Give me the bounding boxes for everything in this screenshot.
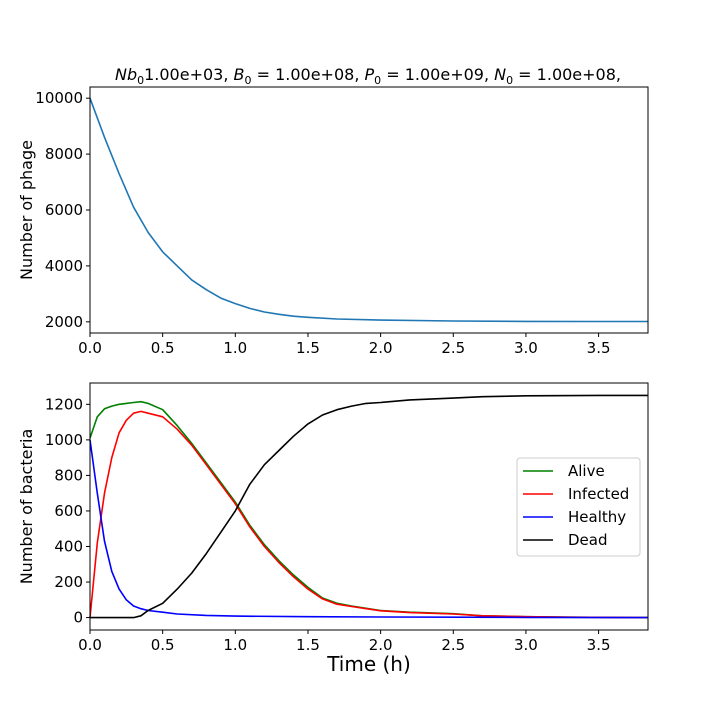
x-tick-label: 2.0 <box>369 339 393 357</box>
y-tick-label: 1000 <box>45 431 83 449</box>
y-tick-label: 800 <box>54 466 83 484</box>
legend-label-healthy: Healthy <box>568 508 626 526</box>
legend-label-infected: Infected <box>568 485 629 503</box>
y-tick-label: 2000 <box>45 313 83 331</box>
phage-plot: 0.0 0.5 1.0 1.5 2.0 2.5 3.0 3.5 2000 4000 6000 8000… <box>17 86 649 357</box>
x-axis-label: Time (h) <box>326 652 411 676</box>
chart-title: Nb01.00e+03, B0 = 1.00e+08, P0 = 1.00e+0… <box>115 65 621 87</box>
title-p-subscript: 0 <box>374 74 381 87</box>
x-tick-label: 1.0 <box>223 339 247 357</box>
title-nb-subscript: 0 <box>137 74 144 87</box>
y-tick-label: 0 <box>73 609 83 627</box>
y-tick-label: 6000 <box>45 201 83 219</box>
y-tick-label: 10000 <box>35 89 83 107</box>
series-line-dead <box>90 394 648 619</box>
title-b-subscript: 0 <box>245 74 252 87</box>
title-nb-value: 1.00e+03, <box>144 65 233 84</box>
x-tick-label: 0.5 <box>151 339 175 357</box>
x-tick-label: 3.5 <box>587 636 611 654</box>
x-tick-label: 2.0 <box>369 636 393 654</box>
x-tick-label: 1.5 <box>296 636 320 654</box>
y-tick-label: 8000 <box>45 145 83 163</box>
title-b-value: = 1.00e+08, <box>252 65 365 84</box>
title-nb-symbol: Nb <box>115 65 137 84</box>
title-n-symbol: N <box>494 65 506 84</box>
y-tick-label: 400 <box>54 537 83 555</box>
title-n-subscript: 0 <box>506 74 513 87</box>
x-tick-label: 0.0 <box>78 339 102 357</box>
series-line-phage <box>89 97 648 323</box>
x-tick-label: 0.5 <box>151 636 175 654</box>
x-tick-label: 3.5 <box>587 339 611 357</box>
legend-label-alive: Alive <box>568 462 605 480</box>
legend-label-dead: Dead <box>568 531 608 549</box>
bacteria-plot: 0.0 0.5 1.0 1.5 2.0 2.5 3.0 3.5 0 200 400 600 800 100… <box>17 382 649 676</box>
y-tick-label: 1200 <box>45 395 83 413</box>
x-tick-label: 3.0 <box>514 339 538 357</box>
x-tick-label: 2.5 <box>441 636 465 654</box>
title-p-symbol: P <box>364 65 374 84</box>
x-tick-label: 2.5 <box>441 339 465 357</box>
series-line-infected <box>89 410 649 619</box>
legend-box <box>516 457 641 557</box>
x-tick-label: 3.0 <box>514 636 538 654</box>
axes-frame <box>89 382 649 631</box>
legend: Alive Infected Healthy Dead <box>516 457 641 557</box>
title-p-value: = 1.00e+09, <box>381 65 494 84</box>
x-tick-label: 0.0 <box>78 636 102 654</box>
x-tick-label: 1.5 <box>296 339 320 357</box>
title-b-symbol: B <box>234 65 245 84</box>
y-tick-label: 200 <box>54 573 83 591</box>
y-axis-label: Number of phage <box>17 140 36 280</box>
axes-frame <box>89 86 649 334</box>
x-tick-label: 1.0 <box>223 636 247 654</box>
y-axis-label: Number of bacteria <box>17 429 36 585</box>
title-n-value: = 1.00e+08, <box>513 65 621 84</box>
y-tick-label: 600 <box>54 502 83 520</box>
y-tick-label: 4000 <box>45 257 83 275</box>
